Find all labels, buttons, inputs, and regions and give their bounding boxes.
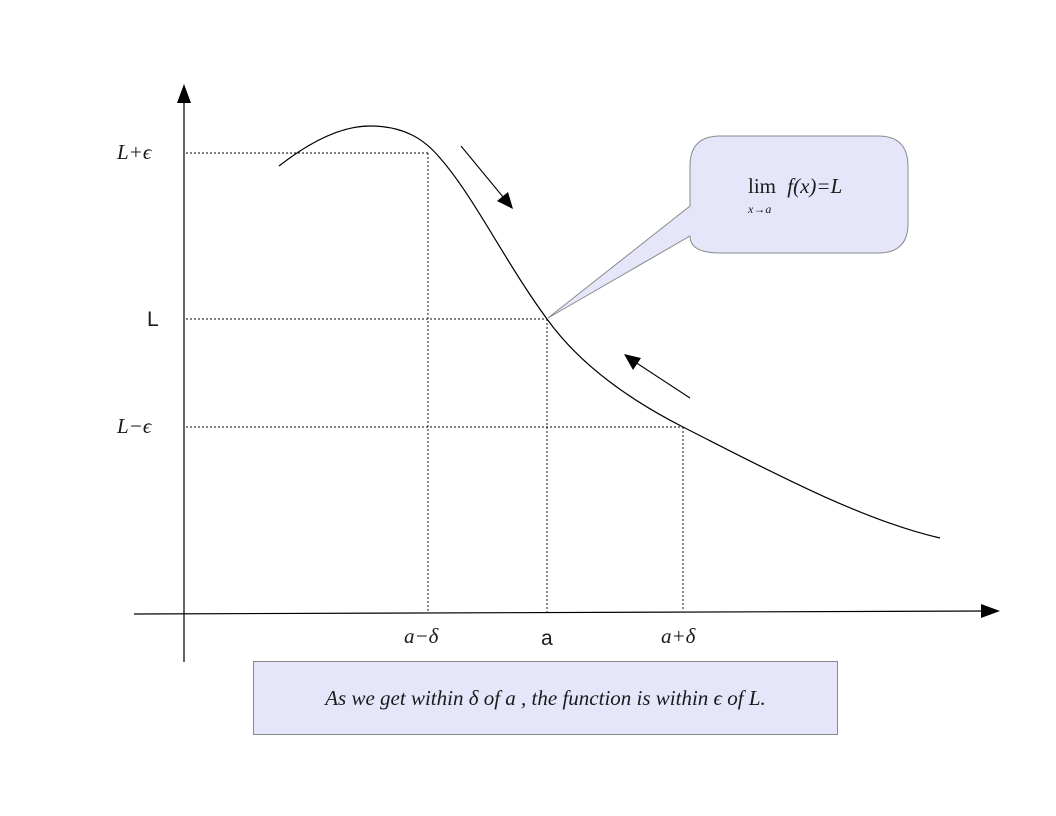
limit-formula-expression: f(x)=L: [787, 174, 843, 198]
approach-arrow-from-right-head: [624, 354, 641, 370]
label-l-plus-epsilon: L+ϵ: [117, 140, 152, 164]
label-l-minus-epsilon: L−ϵ: [117, 414, 152, 438]
function-curve: [278, 125, 941, 539]
x-axis: [133, 610, 989, 615]
limit-formula: lim f(x)=L x→a: [748, 174, 843, 216]
limit-formula-lim: lim: [748, 174, 777, 198]
limit-formula-subscript: x→a: [748, 202, 772, 216]
caption-box: As we get within δ of a , the function i…: [253, 661, 838, 735]
label-a-minus-delta: a−δ: [404, 624, 439, 648]
limit-callout-bubble: [547, 135, 909, 319]
y-axis-arrowhead: [177, 84, 191, 103]
approach-arrow-from-right: [631, 359, 691, 399]
approach-arrow-from-left-head: [497, 192, 513, 209]
label-a-plus-delta: a+δ: [661, 624, 696, 648]
x-axis-arrowhead: [981, 604, 1000, 618]
label-l: L: [147, 308, 159, 331]
label-a: a: [541, 627, 553, 650]
caption-text: As we get within δ of a , the function i…: [325, 685, 766, 710]
approach-arrow-from-left: [460, 145, 509, 204]
